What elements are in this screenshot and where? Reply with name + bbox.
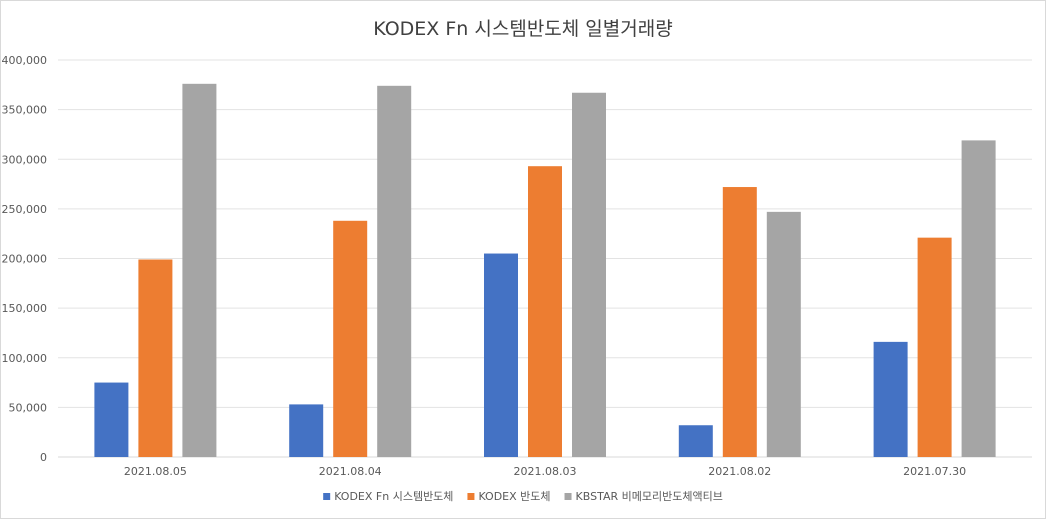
bar <box>94 382 129 457</box>
bar <box>484 253 518 457</box>
x-tick-label: 2021.08.05 <box>124 465 187 478</box>
bar <box>377 85 412 458</box>
y-tick-label: 200,000 <box>2 253 48 266</box>
y-tick-label: 250,000 <box>2 203 48 216</box>
bar <box>722 187 757 458</box>
bar <box>528 166 562 457</box>
bar <box>873 341 908 457</box>
bars <box>94 83 996 458</box>
chart-title: KODEX Fn 시스템반도체 일별거래량 <box>373 18 672 40</box>
bar <box>917 237 952 457</box>
legend-item: KBSTAR 비메모리반도체액티브 <box>564 490 723 503</box>
y-tick-label: 50,000 <box>9 401 48 414</box>
legend-item: KODEX 반도체 <box>467 490 551 503</box>
bar <box>182 83 217 457</box>
bar <box>766 211 801 457</box>
legend-swatch <box>323 493 331 500</box>
y-tick-label: 100,000 <box>2 352 48 365</box>
bar <box>333 220 368 457</box>
x-axis-ticks: 2021.08.05 2021.08.04 2021.08.03 2021.08.02… <box>124 465 966 478</box>
legend: KODEX Fn 시스템반도체 KODEX 반도체 KBSTAR 비메모리반도체액티… <box>323 490 723 503</box>
bar <box>961 140 996 457</box>
legend-label: KBSTAR 비메모리반도체액티브 <box>576 490 723 503</box>
y-tick-label: 300,000 <box>2 153 48 166</box>
x-tick-label: 2021.08.03 <box>514 465 577 478</box>
y-tick-label: 400,000 <box>2 54 48 67</box>
x-tick-label: 2021.08.04 <box>319 465 382 478</box>
bar <box>572 92 606 457</box>
bar <box>678 425 713 457</box>
x-tick-label: 2021.07.30 <box>903 465 966 478</box>
y-tick-label: 0 <box>40 451 47 464</box>
bar <box>289 404 324 457</box>
legend-swatch <box>564 493 572 500</box>
y-tick-label: 150,000 <box>2 302 48 315</box>
legend-label: KODEX Fn 시스템반도체 <box>334 490 453 503</box>
legend-swatch <box>467 493 475 500</box>
legend-item: KODEX Fn 시스템반도체 <box>323 490 453 503</box>
y-tick-label: 350,000 <box>2 104 48 117</box>
bar <box>138 259 173 457</box>
y-axis-ticks: 0 50,000 100,000 150,000 200,000 250,000 300,0… <box>2 54 48 464</box>
x-tick-label: 2021.08.02 <box>708 465 771 478</box>
legend-label: KODEX 반도체 <box>478 490 550 503</box>
